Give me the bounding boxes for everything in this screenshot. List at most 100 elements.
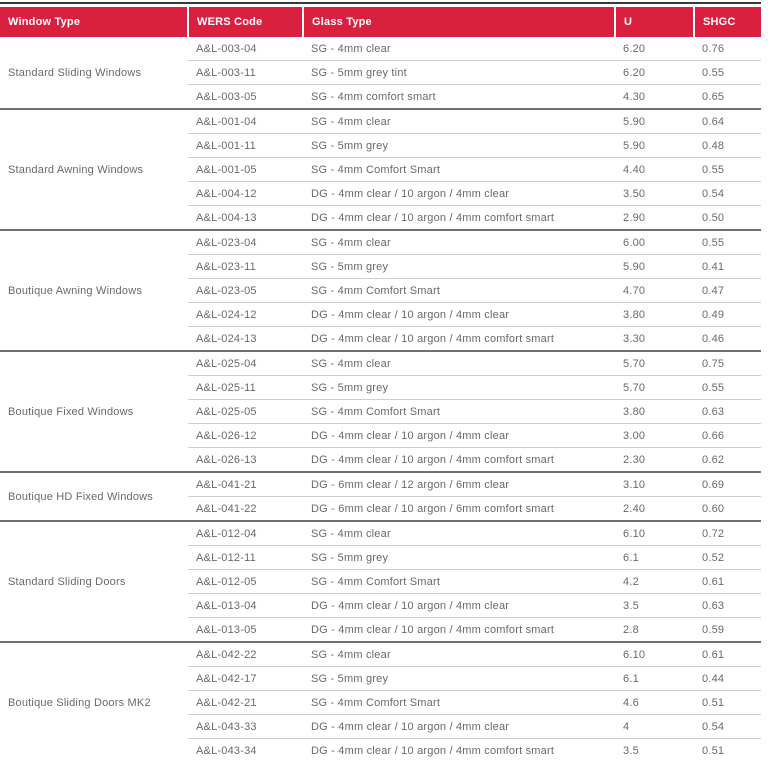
- table-row: A&L-043-34 DG - 4mm clear / 10 argon / 4m…: [0, 738, 761, 761]
- table-row: Boutique Fixed Windows A&L-025-04 SG - 4mm…: [0, 351, 761, 473]
- wers-code-cell: A&L-024-12: [188, 302, 303, 327]
- glass-type-cell: DG - 4mm clear / 10 argon / 4mm comfort …: [303, 326, 615, 352]
- wers-code-cell: A&L-023-04: [188, 230, 303, 255]
- wers-code-cell: A&L-004-13: [188, 205, 303, 231]
- shgc-cell: 0.60: [694, 496, 761, 522]
- wers-code-cell: A&L-025-05: [188, 399, 303, 424]
- table-row: A&L-023-05 SG - 4mm Comfort Smart 4.70 0.47: [0, 278, 761, 303]
- table-row: A&L-025-05 SG - 4mm Comfort Smart 3.80 0.63: [0, 399, 761, 424]
- table-header-row: Window Type WERS Code Glass Type U SHGC: [0, 7, 761, 37]
- glass-type-cell: SG - 4mm clear: [303, 351, 615, 376]
- u-value-cell: 5.90: [615, 109, 694, 134]
- shgc-cell: 0.54: [694, 714, 761, 739]
- u-value-cell: 2.8: [615, 617, 694, 643]
- glass-type-cell: DG - 4mm clear / 10 argon / 4mm clear: [303, 181, 615, 206]
- shgc-cell: 0.44: [694, 666, 761, 691]
- window-type-cell: Standard Awning Windows: [0, 109, 188, 231]
- u-value-cell: 3.5: [615, 738, 694, 761]
- u-value-cell: 5.90: [615, 254, 694, 279]
- glass-type-cell: SG - 4mm Comfort Smart: [303, 569, 615, 594]
- window-type-cell: Standard Sliding Doors: [0, 521, 188, 643]
- glass-type-cell: DG - 4mm clear / 10 argon / 4mm comfort …: [303, 205, 615, 231]
- u-value-cell: 3.50: [615, 181, 694, 206]
- glass-type-cell: SG - 5mm grey: [303, 133, 615, 158]
- glass-type-cell: SG - 4mm Comfort Smart: [303, 278, 615, 303]
- glass-type-cell: SG - 4mm clear: [303, 37, 615, 61]
- u-value-cell: 2.40: [615, 496, 694, 522]
- u-value-cell: 6.1: [615, 545, 694, 570]
- table-row: A&L-013-04 DG - 4mm clear / 10 argon / 4m…: [0, 593, 761, 618]
- table-row: A&L-041-22 DG - 6mm clear / 10 argon / 6m…: [0, 496, 761, 522]
- glass-type-cell: SG - 4mm clear: [303, 230, 615, 255]
- table-row: Boutique Sliding Doors MK2 A&L-042-22 SG -…: [0, 642, 761, 761]
- shgc-cell: 0.65: [694, 84, 761, 110]
- table-row: Boutique HD Fixed Windows A&L-041-21 DG - …: [0, 472, 761, 522]
- table-row: Standard Awning Windows A&L-001-04 SG - 4m…: [0, 109, 761, 231]
- u-value-cell: 2.90: [615, 205, 694, 231]
- u-value-cell: 3.30: [615, 326, 694, 352]
- wers-code-cell: A&L-012-04: [188, 521, 303, 546]
- wers-code-cell: A&L-023-11: [188, 254, 303, 279]
- u-value-cell: 5.70: [615, 375, 694, 400]
- glass-type-cell: SG - 4mm clear: [303, 521, 615, 546]
- u-value-cell: 4: [615, 714, 694, 739]
- u-value-cell: 6.20: [615, 37, 694, 61]
- shgc-cell: 0.61: [694, 569, 761, 594]
- u-value-cell: 3.10: [615, 472, 694, 497]
- shgc-cell: 0.63: [694, 399, 761, 424]
- wers-code-cell: A&L-026-13: [188, 447, 303, 473]
- table-row: A&L-024-13 DG - 4mm clear / 10 argon / 4m…: [0, 326, 761, 352]
- wers-code-cell: A&L-013-04: [188, 593, 303, 618]
- window-type-cell: Boutique Fixed Windows: [0, 351, 188, 473]
- glass-type-cell: DG - 4mm clear / 10 argon / 4mm comfort …: [303, 447, 615, 473]
- table-row: A&L-043-33 DG - 4mm clear / 10 argon / 4m…: [0, 714, 761, 739]
- wers-code-cell: A&L-003-05: [188, 84, 303, 110]
- shgc-cell: 0.51: [694, 738, 761, 761]
- glass-type-cell: DG - 4mm clear / 10 argon / 4mm clear: [303, 714, 615, 739]
- table-row: A&L-026-12 DG - 4mm clear / 10 argon / 4m…: [0, 423, 761, 448]
- glass-type-cell: SG - 4mm clear: [303, 642, 615, 667]
- table-row: A&L-001-05 SG - 4mm Comfort Smart 4.40 0.55: [0, 157, 761, 182]
- u-value-cell: 4.70: [615, 278, 694, 303]
- shgc-cell: 0.66: [694, 423, 761, 448]
- window-type-cell: Boutique Sliding Doors MK2: [0, 642, 188, 761]
- wers-code-cell: A&L-001-05: [188, 157, 303, 182]
- glass-type-cell: DG - 4mm clear / 10 argon / 4mm clear: [303, 302, 615, 327]
- table-row: A&L-003-05 SG - 4mm comfort smart 4.30 0.65: [0, 84, 761, 110]
- u-value-cell: 6.20: [615, 60, 694, 85]
- wers-code-cell: A&L-003-04: [188, 37, 303, 61]
- u-value-cell: 6.10: [615, 642, 694, 667]
- shgc-cell: 0.55: [694, 157, 761, 182]
- glass-type-cell: SG - 4mm comfort smart: [303, 84, 615, 110]
- shgc-cell: 0.49: [694, 302, 761, 327]
- wers-code-cell: A&L-013-05: [188, 617, 303, 643]
- wers-code-cell: A&L-012-05: [188, 569, 303, 594]
- u-value-cell: 4.2: [615, 569, 694, 594]
- table-row: A&L-026-13 DG - 4mm clear / 10 argon / 4m…: [0, 447, 761, 473]
- table-row: Boutique Awning Windows A&L-023-04 SG - 4m…: [0, 230, 761, 352]
- wers-ratings-table: Window Type WERS Code Glass Type U SHGC Stan…: [0, 7, 761, 761]
- wers-code-cell: A&L-012-11: [188, 545, 303, 570]
- wers-code-cell: A&L-042-22: [188, 642, 303, 667]
- glass-type-cell: SG - 5mm grey: [303, 254, 615, 279]
- shgc-cell: 0.51: [694, 690, 761, 715]
- glass-type-cell: DG - 6mm clear / 12 argon / 6mm clear: [303, 472, 615, 497]
- glass-type-cell: DG - 4mm clear / 10 argon / 4mm clear: [303, 423, 615, 448]
- table-row: A&L-012-05 SG - 4mm Comfort Smart 4.2 0.61: [0, 569, 761, 594]
- wers-code-cell: A&L-041-22: [188, 496, 303, 522]
- u-value-cell: 5.70: [615, 351, 694, 376]
- u-value-cell: 6.00: [615, 230, 694, 255]
- table-header: Window Type WERS Code Glass Type U SHGC: [0, 7, 761, 37]
- wers-code-cell: A&L-025-11: [188, 375, 303, 400]
- shgc-cell: 0.55: [694, 230, 761, 255]
- u-value-cell: 5.90: [615, 133, 694, 158]
- shgc-cell: 0.75: [694, 351, 761, 376]
- table-row: A&L-024-12 DG - 4mm clear / 10 argon / 4m…: [0, 302, 761, 327]
- wers-code-cell: A&L-043-34: [188, 738, 303, 761]
- glass-type-cell: SG - 4mm clear: [303, 109, 615, 134]
- shgc-cell: 0.62: [694, 447, 761, 473]
- glass-type-cell: DG - 6mm clear / 10 argon / 6mm comfort …: [303, 496, 615, 522]
- shgc-cell: 0.52: [694, 545, 761, 570]
- table-row: A&L-023-11 SG - 5mm grey 5.90 0.41: [0, 254, 761, 279]
- window-type-cell: Boutique HD Fixed Windows: [0, 472, 188, 522]
